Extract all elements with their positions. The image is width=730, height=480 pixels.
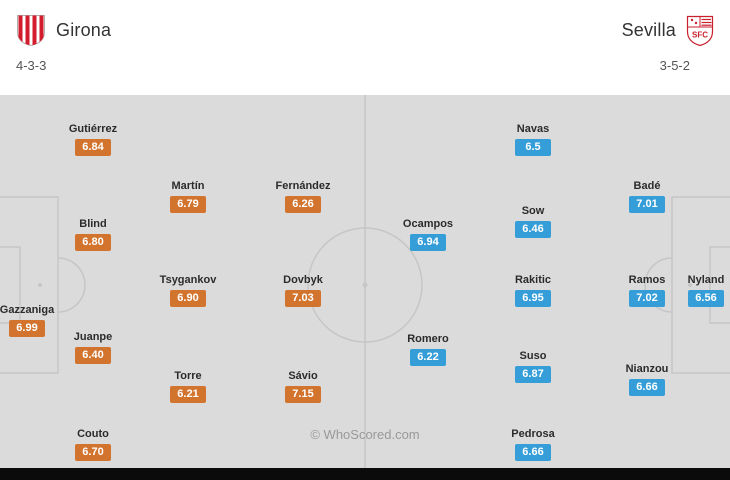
home-team-name: Girona	[56, 20, 112, 40]
player-rating-badge: 6.21	[170, 386, 206, 403]
player-rating-badge: 6.70	[75, 444, 111, 461]
home-formation: 4-3-3	[16, 58, 47, 73]
player-away[interactable]: Nyland 6.56	[661, 274, 730, 307]
home-team[interactable]: Girona	[16, 14, 111, 47]
player-rating-badge: 6.87	[515, 366, 551, 383]
bottom-bar	[0, 468, 730, 480]
player-name: Suso	[519, 350, 547, 362]
player-rating-badge: 6.95	[515, 290, 551, 307]
player-away[interactable]: Nianzou 6.66	[602, 363, 692, 396]
player-name: Ramos	[628, 274, 666, 286]
player-rating-badge: 6.80	[75, 234, 111, 251]
svg-text:SFC: SFC	[692, 30, 708, 39]
player-away[interactable]: Romero 6.22	[383, 333, 473, 366]
player-rating-badge: 6.5	[515, 139, 551, 156]
player-name: Nyland	[687, 274, 725, 286]
player-away[interactable]: Pedrosa 6.66	[488, 428, 578, 461]
player-home[interactable]: Couto 6.70	[48, 428, 138, 461]
player-rating-badge: 6.90	[170, 290, 206, 307]
player-name: Navas	[516, 123, 550, 135]
whoscored-watermark: © WhoScored.com	[310, 427, 420, 442]
player-name: Martín	[171, 180, 205, 192]
player-home[interactable]: Tsygankov 6.90	[143, 274, 233, 307]
player-away[interactable]: Badé 7.01	[602, 180, 692, 213]
player-rating-badge: 6.46	[515, 221, 551, 238]
player-away[interactable]: Sow 6.46	[488, 205, 578, 238]
player-name: Ocampos	[402, 218, 454, 230]
player-rating-badge: 6.66	[629, 379, 665, 396]
player-rating-badge: 6.79	[170, 196, 206, 213]
player-name: Gutiérrez	[68, 123, 118, 135]
player-away[interactable]: Suso 6.87	[488, 350, 578, 383]
player-rating-badge: 6.26	[285, 196, 321, 213]
away-formation: 3-5-2	[659, 58, 690, 73]
player-name: Dovbyk	[283, 274, 323, 286]
player-name: Juanpe	[73, 331, 113, 343]
girona-logo-icon	[16, 14, 46, 47]
player-name: Pedrosa	[511, 428, 555, 440]
player-away[interactable]: Rakitic 6.95	[488, 274, 578, 307]
match-header: Girona Sevilla SFC	[0, 0, 730, 95]
player-name: Tsygankov	[159, 274, 217, 286]
player-rating-badge: 6.22	[410, 349, 446, 366]
player-name: Nianzou	[625, 363, 669, 375]
pitch: © WhoScored.com Gazzaniga 6.99 Gutiérrez 6.…	[0, 95, 730, 468]
player-name: Badé	[633, 180, 661, 192]
player-home[interactable]: Martín 6.79	[143, 180, 233, 213]
player-rating-badge: 6.66	[515, 444, 551, 461]
player-home[interactable]: Gutiérrez 6.84	[48, 123, 138, 156]
player-home[interactable]: Torre 6.21	[143, 370, 233, 403]
player-name: Sávio	[288, 370, 318, 382]
away-team[interactable]: Sevilla SFC	[622, 15, 714, 47]
player-rating-badge: 7.15	[285, 386, 321, 403]
player-rating-badge: 7.03	[285, 290, 321, 307]
player-home[interactable]: Fernández 6.26	[258, 180, 348, 213]
sevilla-logo-icon: SFC	[686, 15, 714, 47]
player-name: Gazzaniga	[0, 304, 55, 316]
player-name: Rakitic	[514, 274, 552, 286]
teams-row: Girona Sevilla SFC	[16, 14, 714, 47]
player-rating-badge: 7.01	[629, 196, 665, 213]
player-rating-badge: 6.84	[75, 139, 111, 156]
player-away[interactable]: Ramos 7.02	[602, 274, 692, 307]
player-away[interactable]: Ocampos 6.94	[383, 218, 473, 251]
pitch-markings	[0, 95, 730, 468]
player-rating-badge: 6.40	[75, 347, 111, 364]
player-rating-badge: 6.56	[688, 290, 724, 307]
player-name: Blind	[79, 218, 107, 230]
player-name: Fernández	[275, 180, 331, 192]
player-rating-badge: 7.02	[629, 290, 665, 307]
away-team-name: Sevilla	[621, 20, 676, 40]
player-home[interactable]: Sávio 7.15	[258, 370, 348, 403]
player-name: Romero	[407, 333, 449, 345]
player-name: Torre	[174, 370, 202, 382]
player-home[interactable]: Juanpe 6.40	[48, 331, 138, 364]
player-name: Sow	[521, 205, 545, 217]
player-home[interactable]: Blind 6.80	[48, 218, 138, 251]
player-away[interactable]: Navas 6.5	[488, 123, 578, 156]
player-rating-badge: 6.99	[9, 320, 45, 337]
player-rating-badge: 6.94	[410, 234, 446, 251]
player-name: Couto	[77, 428, 109, 440]
player-home[interactable]: Gazzaniga 6.99	[0, 304, 72, 337]
player-home[interactable]: Dovbyk 7.03	[258, 274, 348, 307]
formations-row: 4-3-3 3-5-2	[16, 58, 714, 73]
